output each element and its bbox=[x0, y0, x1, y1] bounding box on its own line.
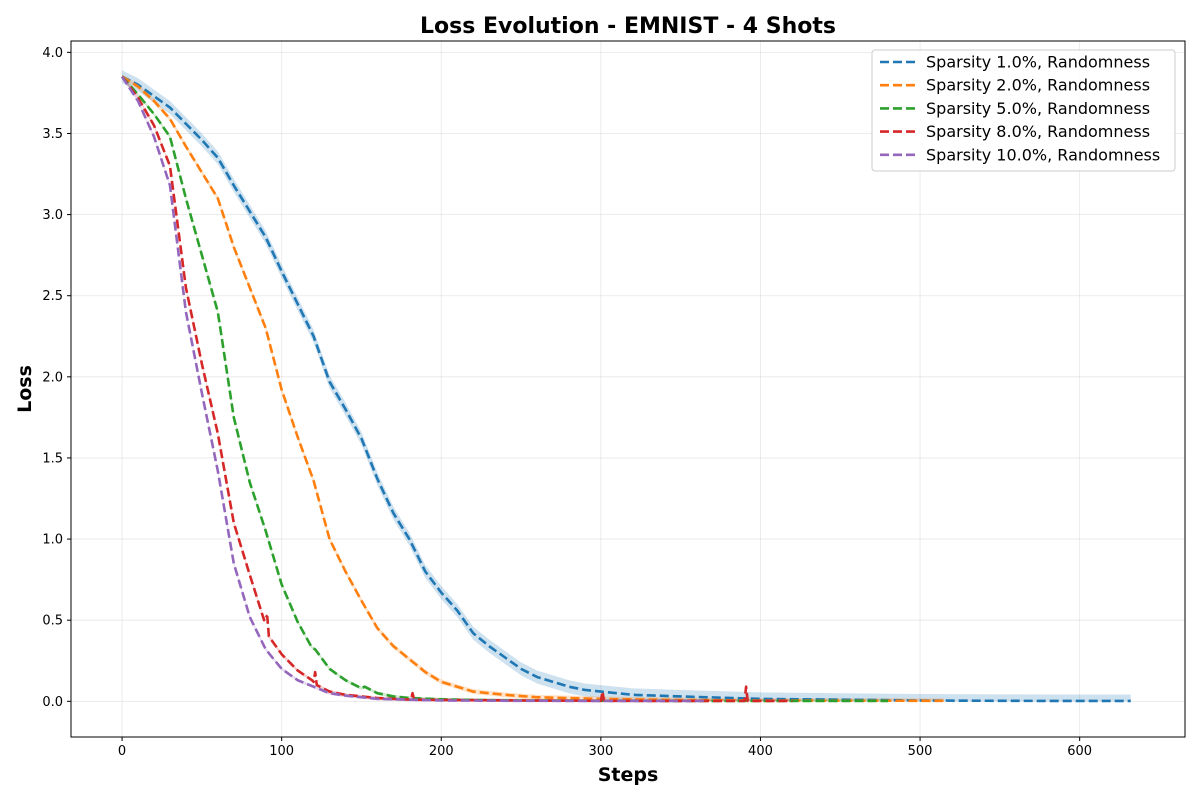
chart-title: Loss Evolution - EMNIST - 4 Shots bbox=[420, 14, 836, 39]
legend-label-3: Sparsity 5.0%, Randomness bbox=[926, 99, 1150, 118]
y-tick-label: 3.5 bbox=[42, 127, 63, 142]
series-line-2 bbox=[121, 75, 945, 703]
legend-frame bbox=[871, 49, 1176, 172]
grid bbox=[71, 41, 1185, 737]
y-tick-label: 1.5 bbox=[42, 451, 63, 466]
x-tick-label: 0 bbox=[118, 744, 126, 759]
series-line-3 bbox=[121, 75, 889, 703]
x-tick-label: 600 bbox=[1067, 744, 1092, 759]
series-line-1 bbox=[121, 75, 1131, 703]
y-tick-label: 2.5 bbox=[42, 289, 63, 304]
x-tick-label: 400 bbox=[748, 744, 773, 759]
y-tick-label: 4.0 bbox=[42, 46, 63, 61]
x-tick-label: 200 bbox=[429, 744, 454, 759]
y-tick-label: 3.0 bbox=[42, 208, 63, 223]
y-tick-label: 1.0 bbox=[42, 533, 63, 548]
legend: Sparsity 1.0%, Randomness Sparsity 2.0%, … bbox=[871, 49, 1176, 172]
x-axis-ticks: 0 100 200 300 400 500 600 bbox=[118, 737, 1092, 759]
y-tick-label: 0.0 bbox=[42, 695, 63, 710]
series-lines bbox=[120, 75, 1131, 703]
x-tick-label: 100 bbox=[269, 744, 294, 759]
legend-label-1: Sparsity 1.0%, Randomness bbox=[926, 53, 1150, 72]
x-tick-label: 500 bbox=[908, 744, 933, 759]
y-axis-ticks: 0.0 0.5 1.0 1.5 2.0 2.5 3.0 3.5 4.0 bbox=[42, 46, 71, 710]
legend-label-5: Sparsity 10.0%, Randomness bbox=[926, 145, 1160, 164]
series-line-5 bbox=[120, 75, 705, 703]
legend-label-2: Sparsity 2.0%, Randomness bbox=[926, 76, 1150, 95]
legend-label-4: Sparsity 8.0%, Randomness bbox=[926, 122, 1150, 141]
y-tick-label: 0.5 bbox=[42, 614, 63, 629]
x-tick-label: 300 bbox=[588, 744, 613, 759]
y-axis-title: Loss bbox=[14, 365, 36, 413]
x-axis-title: Steps bbox=[598, 764, 659, 786]
y-tick-label: 2.0 bbox=[42, 370, 63, 385]
plot-frame bbox=[70, 40, 1186, 738]
